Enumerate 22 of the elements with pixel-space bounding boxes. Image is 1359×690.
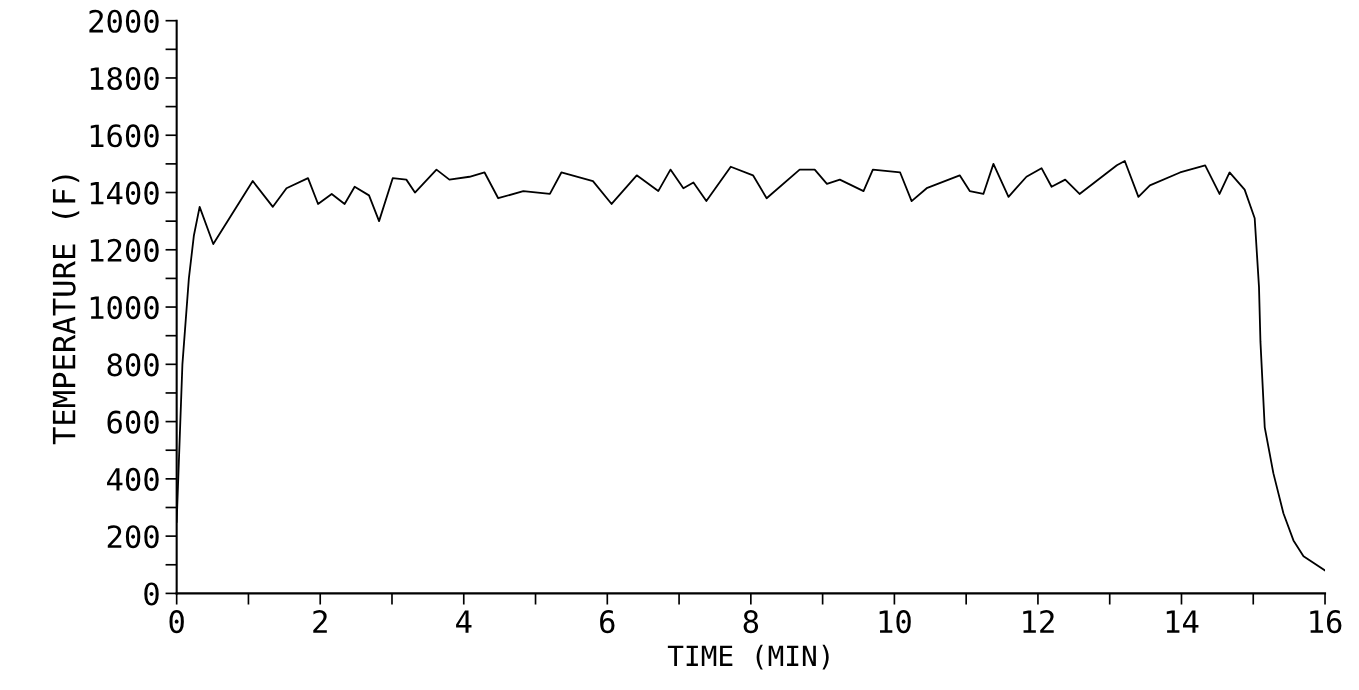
x-tick-label: 4	[456, 610, 472, 633]
y-tick-label: 1000	[90, 296, 159, 320]
x-tick-label: 14	[1166, 610, 1199, 633]
x-tick-label: 2	[313, 610, 327, 633]
y-tick-label: 600	[107, 410, 159, 434]
y-tick-label: 0	[144, 582, 159, 606]
y-tick-label: 2000	[89, 9, 159, 33]
y-tick-label: 800	[107, 353, 159, 377]
x-tick-label: 12	[1023, 610, 1054, 633]
x-tick-label: 10	[879, 610, 911, 634]
y-tick-label: 1400	[90, 181, 159, 205]
y-tick-label: 1600	[90, 124, 159, 148]
x-tick-label: 0	[169, 610, 184, 634]
x-axis-title: TIME (MIN)	[667, 644, 829, 670]
x-tick-label: 6	[600, 610, 615, 634]
y-tick-label: 400	[107, 467, 159, 491]
y-tick-label: 1200	[90, 238, 159, 262]
y-tick-label: 200	[107, 525, 159, 549]
y-axis-title: TEMPERATURE (F)	[52, 175, 80, 445]
x-tick-label: 8	[743, 610, 759, 634]
x-tick-label: 16	[1310, 610, 1342, 634]
y-tick-label: 1800	[90, 66, 159, 91]
